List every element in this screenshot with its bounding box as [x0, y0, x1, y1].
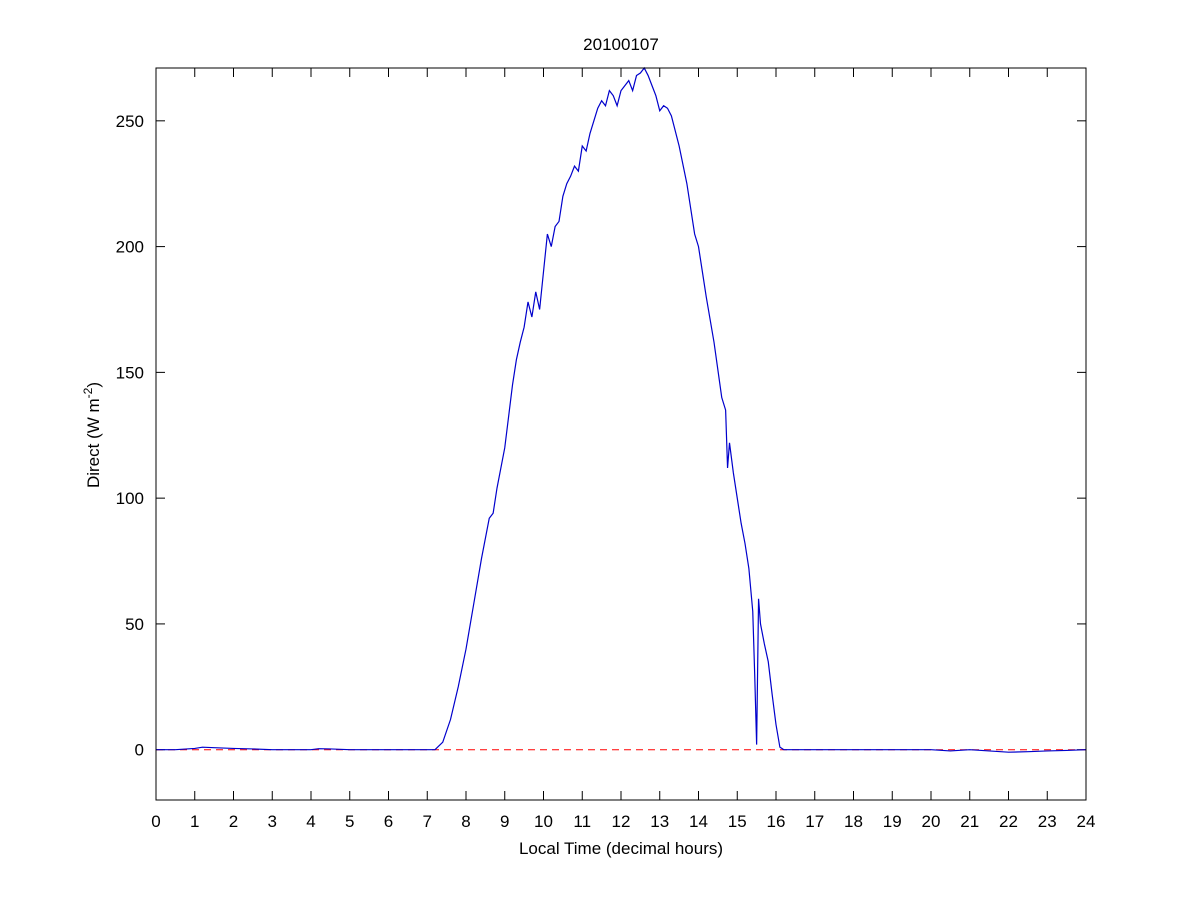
x-tick-label: 22: [999, 812, 1018, 831]
x-tick-label: 1: [190, 812, 199, 831]
x-tick-label: 8: [461, 812, 470, 831]
x-tick-label: 17: [805, 812, 824, 831]
x-tick-label: 15: [728, 812, 747, 831]
x-tick-label: 24: [1077, 812, 1096, 831]
x-tick-label: 21: [960, 812, 979, 831]
x-tick-label: 0: [151, 812, 160, 831]
y-tick-label: 0: [135, 741, 144, 760]
x-tick-label: 7: [423, 812, 432, 831]
data-line: [156, 66, 1087, 753]
y-tick-label: 50: [125, 615, 144, 634]
x-tick-label: 5: [345, 812, 354, 831]
x-tick-label: 23: [1038, 812, 1057, 831]
x-tick-label: 12: [612, 812, 631, 831]
x-tick-label: 10: [534, 812, 553, 831]
x-tick-label: 6: [384, 812, 393, 831]
y-tick-label: 100: [116, 489, 144, 508]
y-tick-label: 150: [116, 363, 144, 382]
chart-title: 20100107: [583, 35, 659, 54]
x-tick-label: 14: [689, 812, 708, 831]
y-label-text: Direct (W m: [84, 398, 103, 488]
x-tick-label: 16: [767, 812, 786, 831]
x-tick-label: 20: [922, 812, 941, 831]
x-tick-label: 4: [306, 812, 315, 831]
y-label-end: ): [84, 382, 103, 388]
x-tick-label: 13: [650, 812, 669, 831]
y-axis-label: Direct (W m-2): [81, 382, 103, 488]
plot-frame: [155, 67, 1087, 801]
x-tick-label: 11: [573, 812, 591, 831]
x-tick-label: 3: [268, 812, 277, 831]
x-tick-label: 2: [229, 812, 238, 831]
x-tick-label: 19: [883, 812, 902, 831]
y-tick-label: 200: [116, 238, 144, 257]
x-tick-label: 9: [500, 812, 509, 831]
y-label-sup: -2: [81, 387, 95, 398]
x-tick-label: 18: [844, 812, 863, 831]
x-axis-label: Local Time (decimal hours): [519, 839, 723, 858]
y-tick-label: 250: [116, 112, 144, 131]
